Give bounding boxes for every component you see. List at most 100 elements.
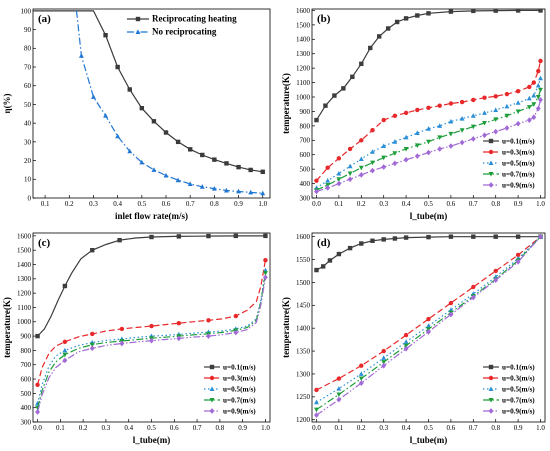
legend-label: u=0.3(m/s) bbox=[223, 375, 256, 383]
x-tick-label: 0.0 bbox=[33, 424, 42, 432]
data-point bbox=[199, 184, 205, 189]
data-point bbox=[314, 407, 319, 413]
legend-marker bbox=[488, 386, 494, 391]
data-point bbox=[504, 125, 510, 131]
x-tick-label: 0.5 bbox=[424, 200, 433, 208]
data-point bbox=[403, 332, 409, 338]
data-point bbox=[403, 345, 409, 352]
x-tick-label: 0.3 bbox=[102, 424, 111, 432]
y-tick-label: 800 bbox=[21, 347, 32, 355]
x-tick-label: 1.0 bbox=[258, 200, 267, 208]
data-point bbox=[206, 233, 211, 239]
data-point bbox=[368, 45, 373, 51]
data-point bbox=[359, 241, 364, 246]
data-point bbox=[62, 347, 68, 353]
legend-marker bbox=[488, 138, 494, 144]
data-point bbox=[332, 93, 337, 98]
legend-label: u=0.7(m/s) bbox=[502, 397, 535, 405]
data-point bbox=[263, 267, 268, 273]
data-point bbox=[437, 135, 443, 141]
legend-label: u=0.9(m/s) bbox=[502, 182, 535, 190]
data-point bbox=[381, 348, 386, 354]
series-line-2 bbox=[37, 260, 266, 385]
y-tick-label: 300 bbox=[300, 194, 311, 202]
data-point bbox=[224, 161, 229, 166]
data-point bbox=[515, 9, 521, 13]
data-point bbox=[538, 97, 543, 103]
data-point bbox=[233, 313, 239, 319]
data-point bbox=[504, 113, 510, 119]
y-tick-label: 1200 bbox=[296, 416, 311, 424]
data-point bbox=[149, 337, 154, 344]
x-tick-label: 0.1 bbox=[56, 424, 65, 432]
legend-label: u=0.9(m/s) bbox=[223, 408, 256, 416]
data-point bbox=[426, 234, 431, 240]
data-point bbox=[139, 159, 145, 165]
y-axis-label: temperature(K) bbox=[281, 73, 291, 134]
x-tick-label: 0.0 bbox=[312, 424, 321, 432]
data-point bbox=[448, 311, 454, 318]
data-point bbox=[403, 110, 409, 116]
data-point bbox=[471, 284, 476, 290]
legend-marker bbox=[209, 364, 215, 370]
x-tick-label: 0.7 bbox=[186, 200, 195, 208]
data-point bbox=[470, 124, 476, 130]
plot-series-area bbox=[35, 233, 268, 415]
data-point bbox=[426, 328, 431, 335]
data-point bbox=[176, 335, 182, 342]
data-point bbox=[403, 343, 409, 349]
data-point bbox=[381, 155, 387, 161]
data-point bbox=[426, 323, 431, 328]
data-point bbox=[403, 235, 409, 240]
data-point bbox=[471, 97, 476, 103]
y-tick-label: 20 bbox=[24, 157, 32, 165]
data-point bbox=[78, 53, 84, 58]
data-point bbox=[62, 357, 68, 364]
data-point bbox=[448, 234, 454, 239]
data-point bbox=[459, 139, 465, 146]
x-tick-label: 0.1 bbox=[41, 200, 50, 208]
data-point bbox=[314, 412, 319, 418]
y-tick-label: 1300 bbox=[17, 275, 32, 283]
y-tick-label: 1500 bbox=[17, 247, 32, 255]
x-tick-label: 0.8 bbox=[210, 200, 219, 208]
data-point bbox=[426, 149, 431, 156]
data-point bbox=[187, 181, 193, 186]
x-tick-label: 0.9 bbox=[238, 424, 247, 432]
data-point bbox=[538, 233, 543, 240]
y-tick-label: 1550 bbox=[296, 256, 311, 264]
x-tick-label: 0.2 bbox=[79, 424, 88, 432]
data-point bbox=[359, 138, 364, 143]
legend-marker bbox=[488, 364, 494, 370]
data-point bbox=[119, 326, 125, 332]
series-line-4 bbox=[316, 89, 542, 191]
data-point bbox=[206, 333, 211, 339]
data-point bbox=[392, 160, 398, 167]
data-point bbox=[236, 164, 241, 170]
y-tick-label: 700 bbox=[21, 361, 32, 369]
x-tick-label: 0.6 bbox=[170, 424, 179, 432]
data-point bbox=[482, 132, 487, 139]
data-point bbox=[527, 84, 532, 90]
legend-marker bbox=[209, 408, 215, 414]
y-tick-label: 1200 bbox=[17, 290, 32, 298]
legend-label: u=0.3(m/s) bbox=[502, 149, 535, 157]
data-point bbox=[426, 139, 431, 145]
legend-marker bbox=[209, 398, 215, 403]
x-tick-label: 0.4 bbox=[113, 200, 122, 208]
legend-label: u=0.1(m/s) bbox=[223, 364, 256, 372]
y-tick-label: 70 bbox=[24, 63, 32, 71]
data-point bbox=[370, 160, 375, 166]
data-point bbox=[336, 156, 342, 161]
data-point bbox=[358, 165, 364, 171]
y-tick-label: 400 bbox=[21, 404, 32, 412]
data-point bbox=[314, 178, 319, 183]
data-point bbox=[493, 277, 499, 283]
x-tick-label: 0.4 bbox=[402, 200, 411, 208]
legend-marker bbox=[488, 172, 494, 177]
data-point bbox=[336, 251, 342, 257]
data-point bbox=[248, 189, 254, 195]
y-tick-label: 1500 bbox=[296, 21, 311, 29]
data-point bbox=[35, 382, 40, 387]
y-tick-label: 1000 bbox=[17, 318, 32, 326]
